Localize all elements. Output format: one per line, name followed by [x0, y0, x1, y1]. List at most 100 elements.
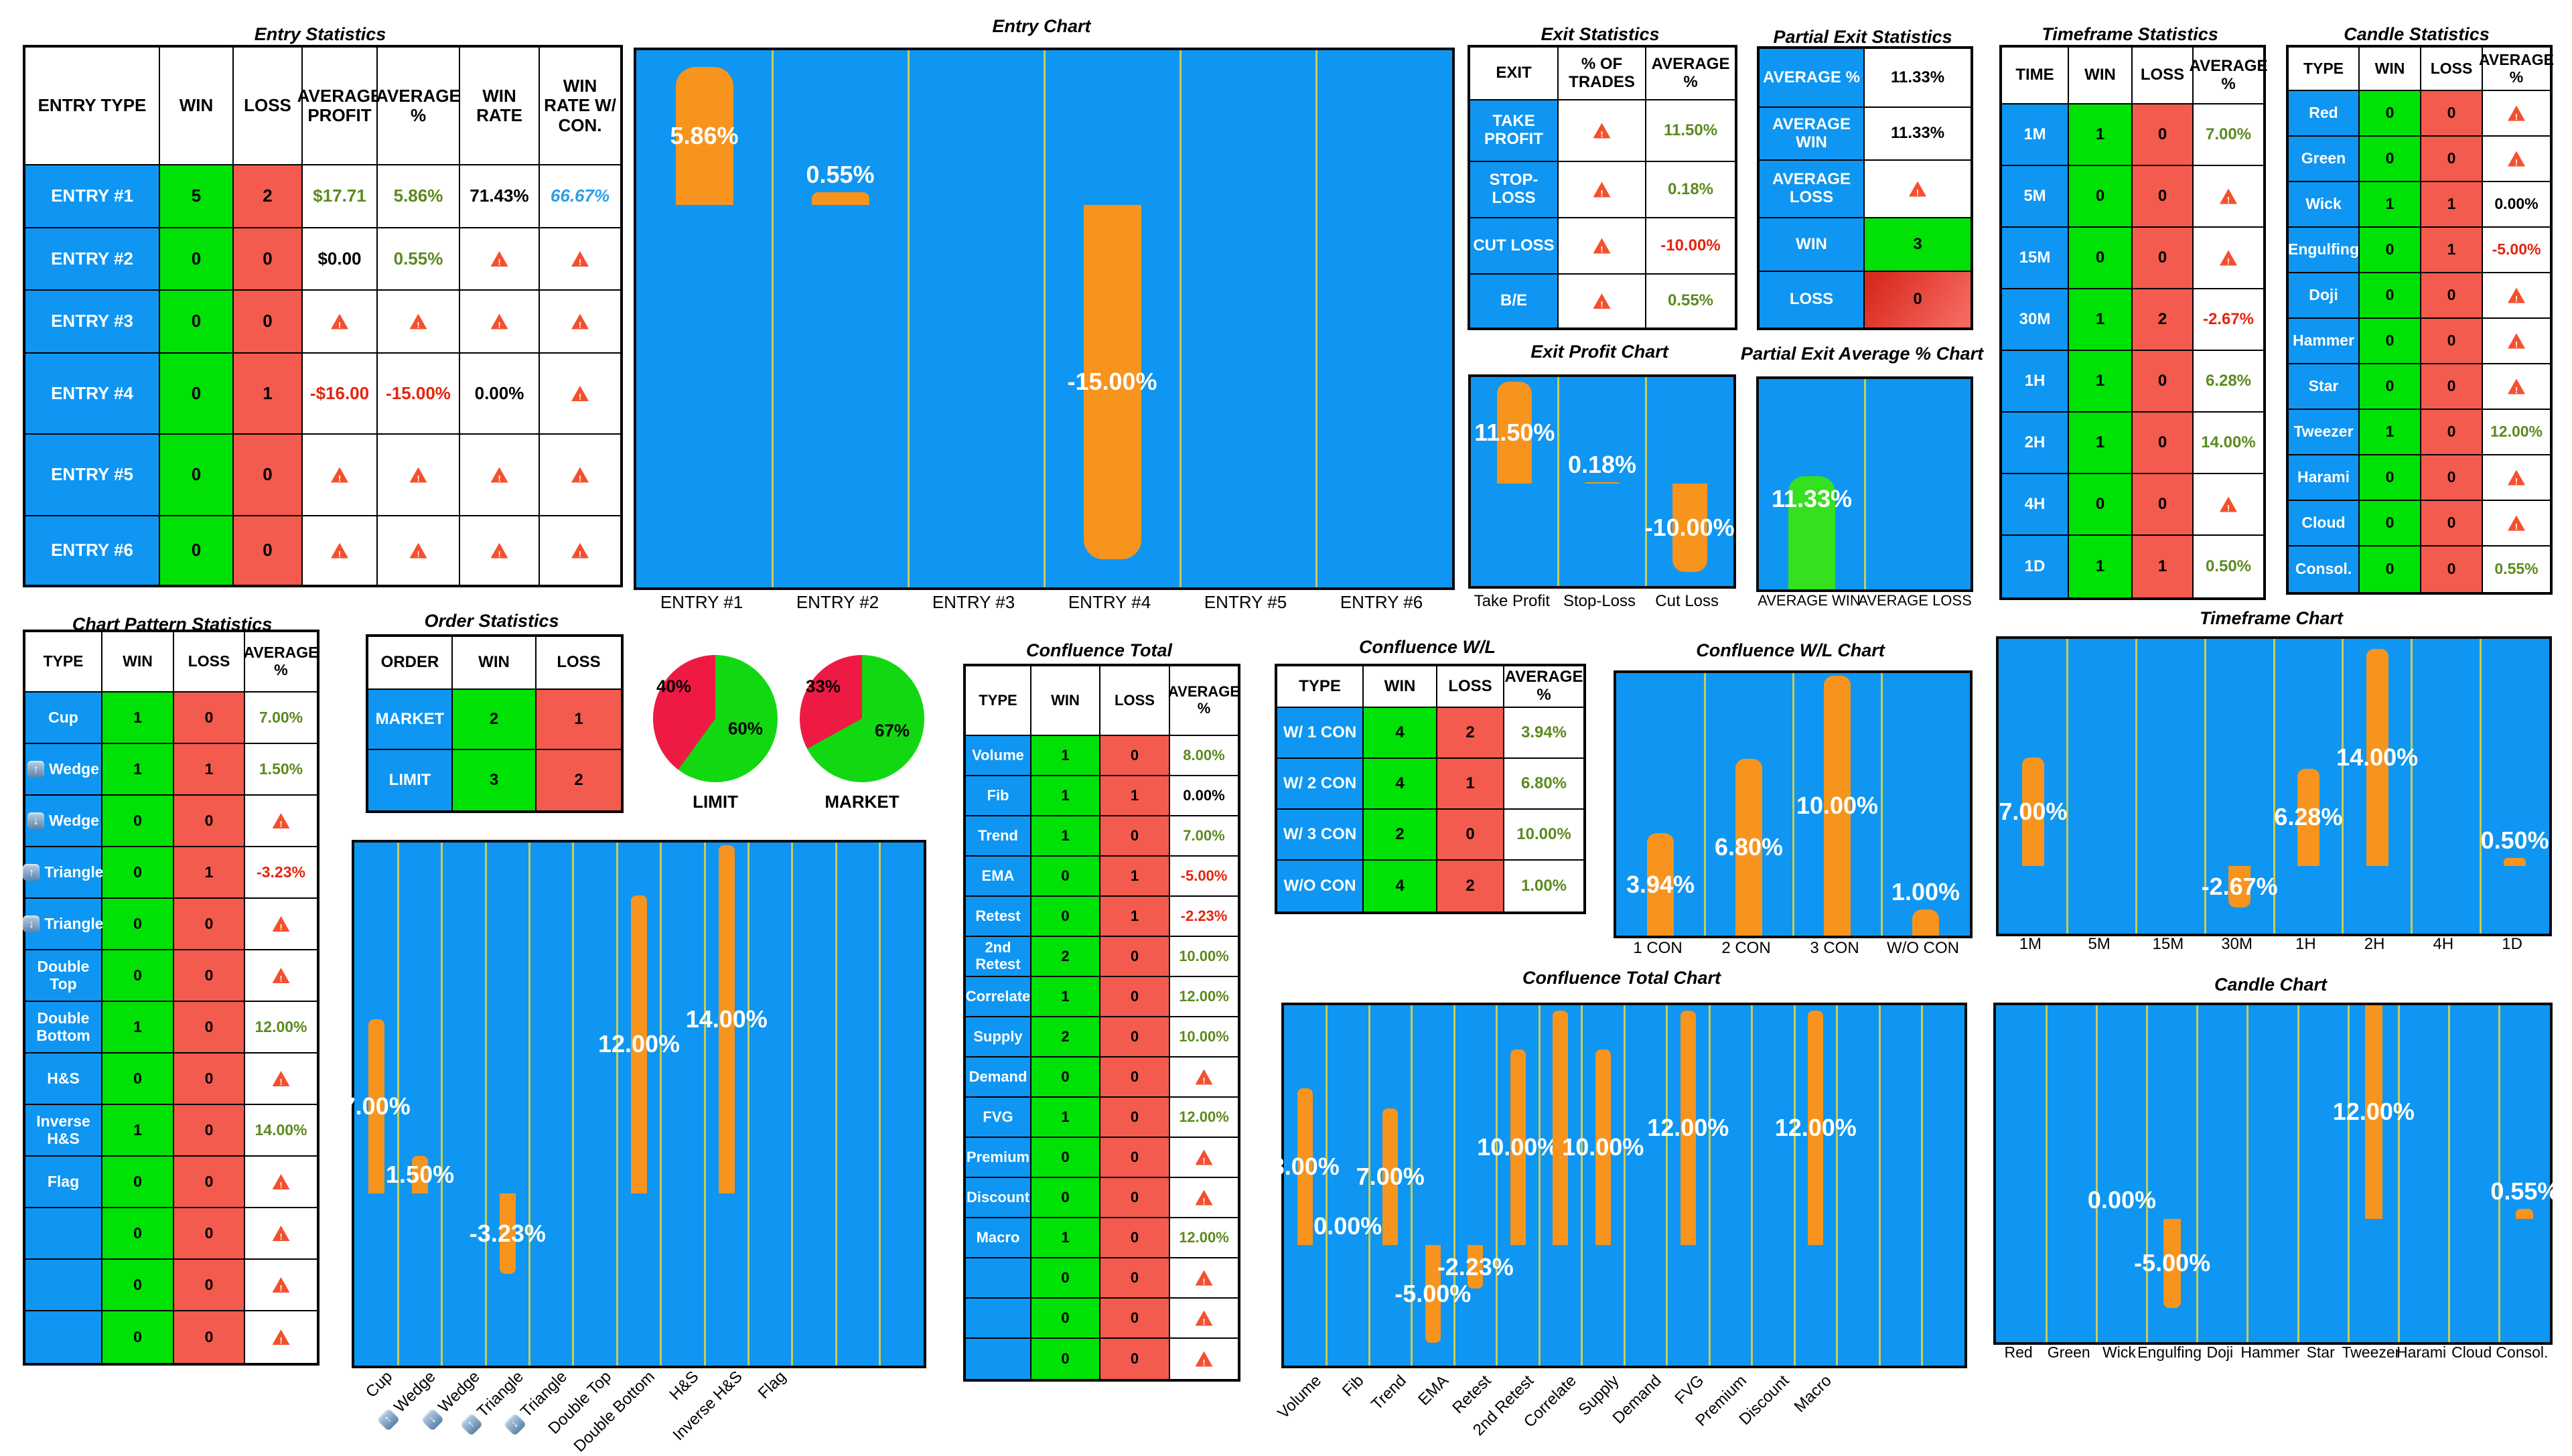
cell-text: TYPE	[979, 691, 1017, 709]
cell-text: 0	[191, 248, 202, 269]
table-cell-0: 0	[234, 291, 303, 354]
cell-text: 7.00%	[259, 708, 303, 726]
table-cell-1: 1	[2069, 413, 2133, 474]
cell-text: Correlate	[965, 987, 1031, 1005]
cell-text: 0	[204, 966, 214, 984]
cell-text: 1	[1061, 786, 1070, 804]
chart-gridline	[1179, 50, 1182, 587]
cell-text: 0	[1130, 1027, 1139, 1045]
cell-text: 2	[1395, 824, 1405, 843]
table-cell-6-80: 6.80%	[1504, 759, 1583, 810]
table-row: 0 0!	[25, 1208, 317, 1260]
table-cell-blank: !	[2194, 474, 2263, 536]
table-cell-triangle: ↑ Triangle	[23, 847, 104, 899]
table-cell-ema: EMA	[966, 857, 1031, 897]
warning-icon: !	[272, 1329, 290, 1345]
cell-text: W/ 3 CON	[1283, 824, 1357, 843]
warning-icon: !	[2508, 378, 2525, 394]
table-cell-1: 1	[2360, 182, 2421, 228]
axis-label-text: Macro	[1790, 1372, 1835, 1416]
warning-icon: !	[1593, 293, 1611, 309]
table-cell-2-67: -2.67%	[2194, 289, 2263, 351]
table-cell-entry-6: ENTRY #6	[25, 516, 160, 585]
table-cell-1: 1	[2069, 289, 2133, 351]
cell-text: TYPE	[1299, 676, 1341, 695]
table-cell-1: 1	[102, 744, 174, 796]
cell-text: -$16.00	[309, 382, 370, 403]
cell-text: 0	[2447, 332, 2456, 350]
table-cell-0: 0	[1100, 1258, 1170, 1299]
table-cell-doji: Doji	[2289, 273, 2360, 319]
bar-wedge-up	[412, 1156, 429, 1193]
warning-icon: !	[490, 542, 508, 559]
cell-text: 7.00%	[1183, 826, 1225, 844]
table-cell-win-rate-w-con: WIN RATE W/ CON.	[540, 48, 620, 165]
cell-text: Retest	[975, 907, 1021, 924]
section-title-entry-statistics: Entry Statistics	[254, 24, 386, 44]
entry-chart: 5.86% 0.55% -15.00%	[634, 48, 1455, 590]
table-cell-66-67: 66.67%	[540, 165, 620, 228]
axis-label-text: EMA	[1415, 1372, 1453, 1409]
table-cell-2: 2	[1031, 1017, 1100, 1058]
bar-entry-2	[811, 192, 869, 206]
table-cell-1: 1	[2421, 228, 2483, 273]
table-cell-0: 0	[1100, 1178, 1170, 1218]
table-header-row: TYPE WIN LOSS AVERAGE %	[25, 632, 319, 693]
cell-text: 1.00%	[1520, 876, 1567, 895]
table-row: Premium 0 0!	[966, 1138, 1238, 1178]
table-cell-blank: !	[2483, 137, 2550, 182]
table-cell-2: 2	[537, 750, 621, 810]
cell-text: LOSS	[2140, 66, 2185, 84]
cell-text: 0	[2385, 377, 2395, 395]
warning-icon: !	[409, 542, 427, 559]
table-cell-0: 0	[160, 291, 234, 354]
pie-caption-limit: LIMIT	[693, 792, 738, 812]
table-cell-2: 2	[234, 165, 303, 228]
table-cell-10-00: -10.00%	[1646, 218, 1735, 275]
table-cell-1: 1	[2069, 104, 2133, 166]
table-cell-0: 0	[174, 1002, 245, 1053]
cell-text: CUT LOSS	[1473, 236, 1555, 254]
cell-text: WIN	[1796, 234, 1827, 253]
bar-2h	[2366, 649, 2388, 866]
table-cell-blank: !	[245, 1157, 317, 1208]
cell-text: 0	[2447, 514, 2456, 532]
table-cell-win: WIN	[1364, 666, 1437, 708]
table-cell-blank: !	[460, 228, 540, 291]
bar-entry-1	[675, 66, 733, 206]
cell-text: 1.50%	[259, 759, 303, 778]
axis-label-2h: 2H	[2364, 935, 2385, 953]
table-cell-5-00: -5.00%	[1170, 857, 1238, 897]
cell-text: 1M	[2023, 125, 2046, 143]
confluence-wl-table: TYPE WIN LOSS AVERAGE % W/ 1 CON 4 2 3.94% W/ 2 …	[1275, 664, 1586, 914]
cell-text: 0	[1130, 1228, 1139, 1246]
bar-label-entry-1: 5.86%	[670, 121, 739, 149]
table-cell-entry-5: ENTRY #5	[25, 435, 160, 516]
pie-slice-label-60: 60%	[727, 718, 764, 739]
table-cell-0: 0	[2360, 319, 2421, 364]
table-cell-blank: !	[245, 950, 317, 1002]
table-cell-0: 0	[2421, 364, 2483, 410]
table-row: ↑ Triangle 0 1 -3.23%	[23, 847, 317, 899]
axis-label-5m: 5M	[2088, 935, 2111, 953]
table-row: Demand 0 0!	[966, 1058, 1238, 1098]
cell-text: 0	[2385, 240, 2395, 259]
table-row: AVERAGE % 11.33%	[1760, 49, 1971, 108]
cell-text: Doji	[2309, 286, 2338, 304]
table-cell-0: 0	[102, 1208, 174, 1260]
cell-text: 0	[204, 1172, 214, 1190]
warning-icon: !	[272, 1071, 290, 1086]
cell-text: 6.80%	[1520, 774, 1567, 792]
bar-label-entry-4: -15.00%	[1067, 368, 1157, 396]
chart-gridline	[771, 50, 774, 587]
table-cell-0: 0	[2069, 228, 2133, 289]
section-title-candle-statistics: Candle Statistics	[2344, 24, 2490, 44]
chart-gridline	[2411, 639, 2413, 934]
table-cell-0: 0	[2133, 104, 2194, 166]
warning-icon: !	[1195, 1149, 1213, 1165]
cell-text: 71.43%	[470, 186, 529, 206]
table-cell-0-00: 0.00%	[460, 354, 540, 435]
table-row: Hammer 0 0!	[2289, 319, 2550, 364]
table-cell-blank: !	[540, 354, 620, 435]
cell-text: 0	[2095, 248, 2105, 267]
